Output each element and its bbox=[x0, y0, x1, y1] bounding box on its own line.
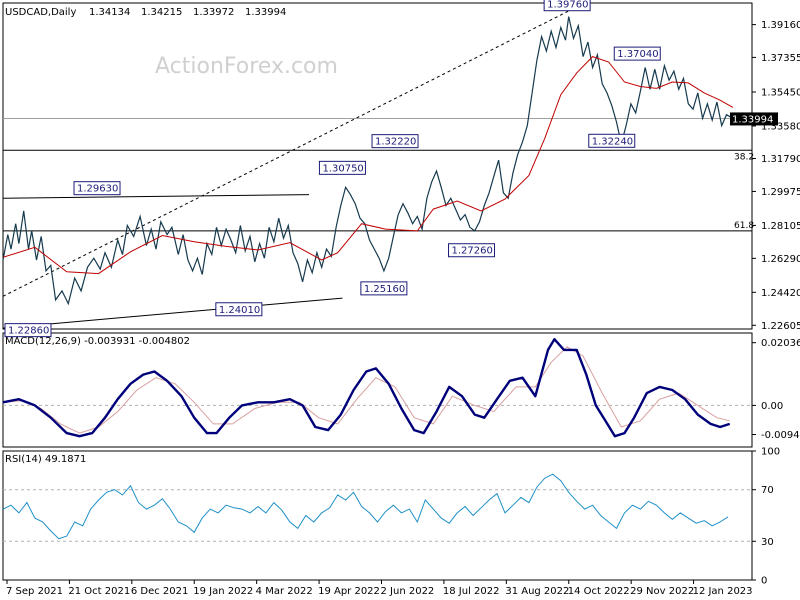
x-tick-label: 18 Jul 2022 bbox=[443, 586, 500, 597]
x-tick-label: 19 Apr 2022 bbox=[318, 586, 380, 597]
ohlc-open: 1.34134 bbox=[89, 7, 130, 18]
price-ytick-label: 1.22605 bbox=[761, 321, 800, 332]
price-ytick-label: 1.39160 bbox=[761, 20, 800, 31]
ohlc-low: 1.33972 bbox=[193, 7, 234, 18]
x-tick-label: 31 Aug 2022 bbox=[505, 586, 569, 597]
macd-ytick-label: 0.00 bbox=[761, 401, 783, 412]
dotted-trendline bbox=[2, 8, 573, 297]
panel-frame-1 bbox=[2, 332, 753, 448]
macd-ytick-label: 0.02036 bbox=[761, 338, 800, 349]
price-annotation-label: 1.29630 bbox=[77, 184, 118, 195]
x-tick-label: 4 Mar 2022 bbox=[256, 586, 313, 597]
price-annotation-box bbox=[371, 134, 419, 149]
price-annotation-box bbox=[543, 0, 591, 12]
price-annotation-label: 1.32220 bbox=[375, 137, 416, 148]
rsi-ytick-label: 0 bbox=[761, 576, 767, 587]
price-annotation-box bbox=[588, 133, 636, 148]
x-tick-label: 7 Sep 2021 bbox=[6, 586, 63, 597]
x-tick-label: 19 Jan 2022 bbox=[193, 586, 253, 597]
macd-title: MACD(12,26,9) -0.003931 -0.004802 bbox=[5, 336, 190, 347]
price-ytick-label: 1.33580 bbox=[761, 121, 800, 132]
price-ytick-label: 1.28105 bbox=[761, 221, 800, 232]
rsi-ytick-label: 70 bbox=[761, 485, 774, 496]
macd-signal-line bbox=[2, 346, 730, 434]
price-ytick-label: 1.35450 bbox=[761, 87, 800, 98]
watermark: ActionForex.com bbox=[155, 54, 338, 79]
upper-channel-line bbox=[2, 194, 309, 199]
fib-level-label: 38.2 bbox=[734, 152, 754, 162]
price-series-line bbox=[2, 16, 734, 306]
x-tick-label: 14 Oct 2022 bbox=[568, 586, 630, 597]
moving-average-line bbox=[2, 56, 734, 275]
price-annotation-label: 1.37040 bbox=[617, 49, 658, 60]
rsi-title: RSI(14) 49.1871 bbox=[5, 454, 86, 465]
price-ytick-label: 1.29975 bbox=[761, 187, 800, 198]
price-annotation-label: 1.24010 bbox=[219, 305, 260, 316]
x-tick-label: 29 Nov 2022 bbox=[630, 586, 694, 597]
price-annotation-box bbox=[360, 281, 408, 296]
ohlc-high: 1.34215 bbox=[141, 7, 182, 18]
price-annotation-box bbox=[613, 46, 661, 61]
ohlc-close: 1.33994 bbox=[245, 7, 286, 18]
price-ytick-label: 1.26290 bbox=[761, 254, 800, 265]
price-ytick-label: 1.31790 bbox=[761, 154, 800, 165]
price-annotation-label: 1.30750 bbox=[322, 163, 363, 174]
price-annotation-box bbox=[318, 160, 366, 175]
chart-title: USDCAD,Daily bbox=[5, 7, 76, 18]
price-annotation-box bbox=[73, 181, 121, 196]
x-tick-label: 6 Dec 2021 bbox=[131, 586, 189, 597]
current-price-label: 1.33994 bbox=[732, 114, 773, 125]
macd-main-line bbox=[2, 338, 731, 438]
current-price-tag bbox=[730, 112, 778, 126]
price-annotation-box bbox=[215, 302, 263, 317]
x-tick-label: 21 Oct 2021 bbox=[68, 586, 130, 597]
macd-ytick-label: -0.009438 bbox=[761, 430, 800, 441]
fib-level-label: 61.8 bbox=[734, 221, 754, 231]
price-ytick-label: 1.37355 bbox=[761, 53, 800, 64]
x-tick-label: 2 Jun 2022 bbox=[381, 586, 435, 597]
rsi-line bbox=[2, 473, 729, 540]
price-ytick-label: 1.24420 bbox=[761, 288, 800, 299]
price-annotation-label: 1.32240 bbox=[592, 136, 633, 147]
price-annotation-box bbox=[448, 243, 496, 258]
price-annotation-box bbox=[4, 323, 52, 338]
price-annotation-label: 1.25160 bbox=[364, 284, 405, 295]
rsi-ytick-label: 100 bbox=[761, 447, 780, 458]
panel-frame-2 bbox=[2, 450, 753, 581]
price-annotation-label: 1.39760 bbox=[547, 0, 588, 11]
price-annotation-label: 1.22860 bbox=[8, 326, 49, 337]
price-annotation-label: 1.27260 bbox=[452, 246, 493, 257]
x-tick-label: 12 Jan 2023 bbox=[693, 586, 753, 597]
lower-channel-line bbox=[2, 297, 343, 329]
rsi-ytick-label: 30 bbox=[761, 537, 774, 548]
panel-frame-0 bbox=[2, 2, 753, 330]
